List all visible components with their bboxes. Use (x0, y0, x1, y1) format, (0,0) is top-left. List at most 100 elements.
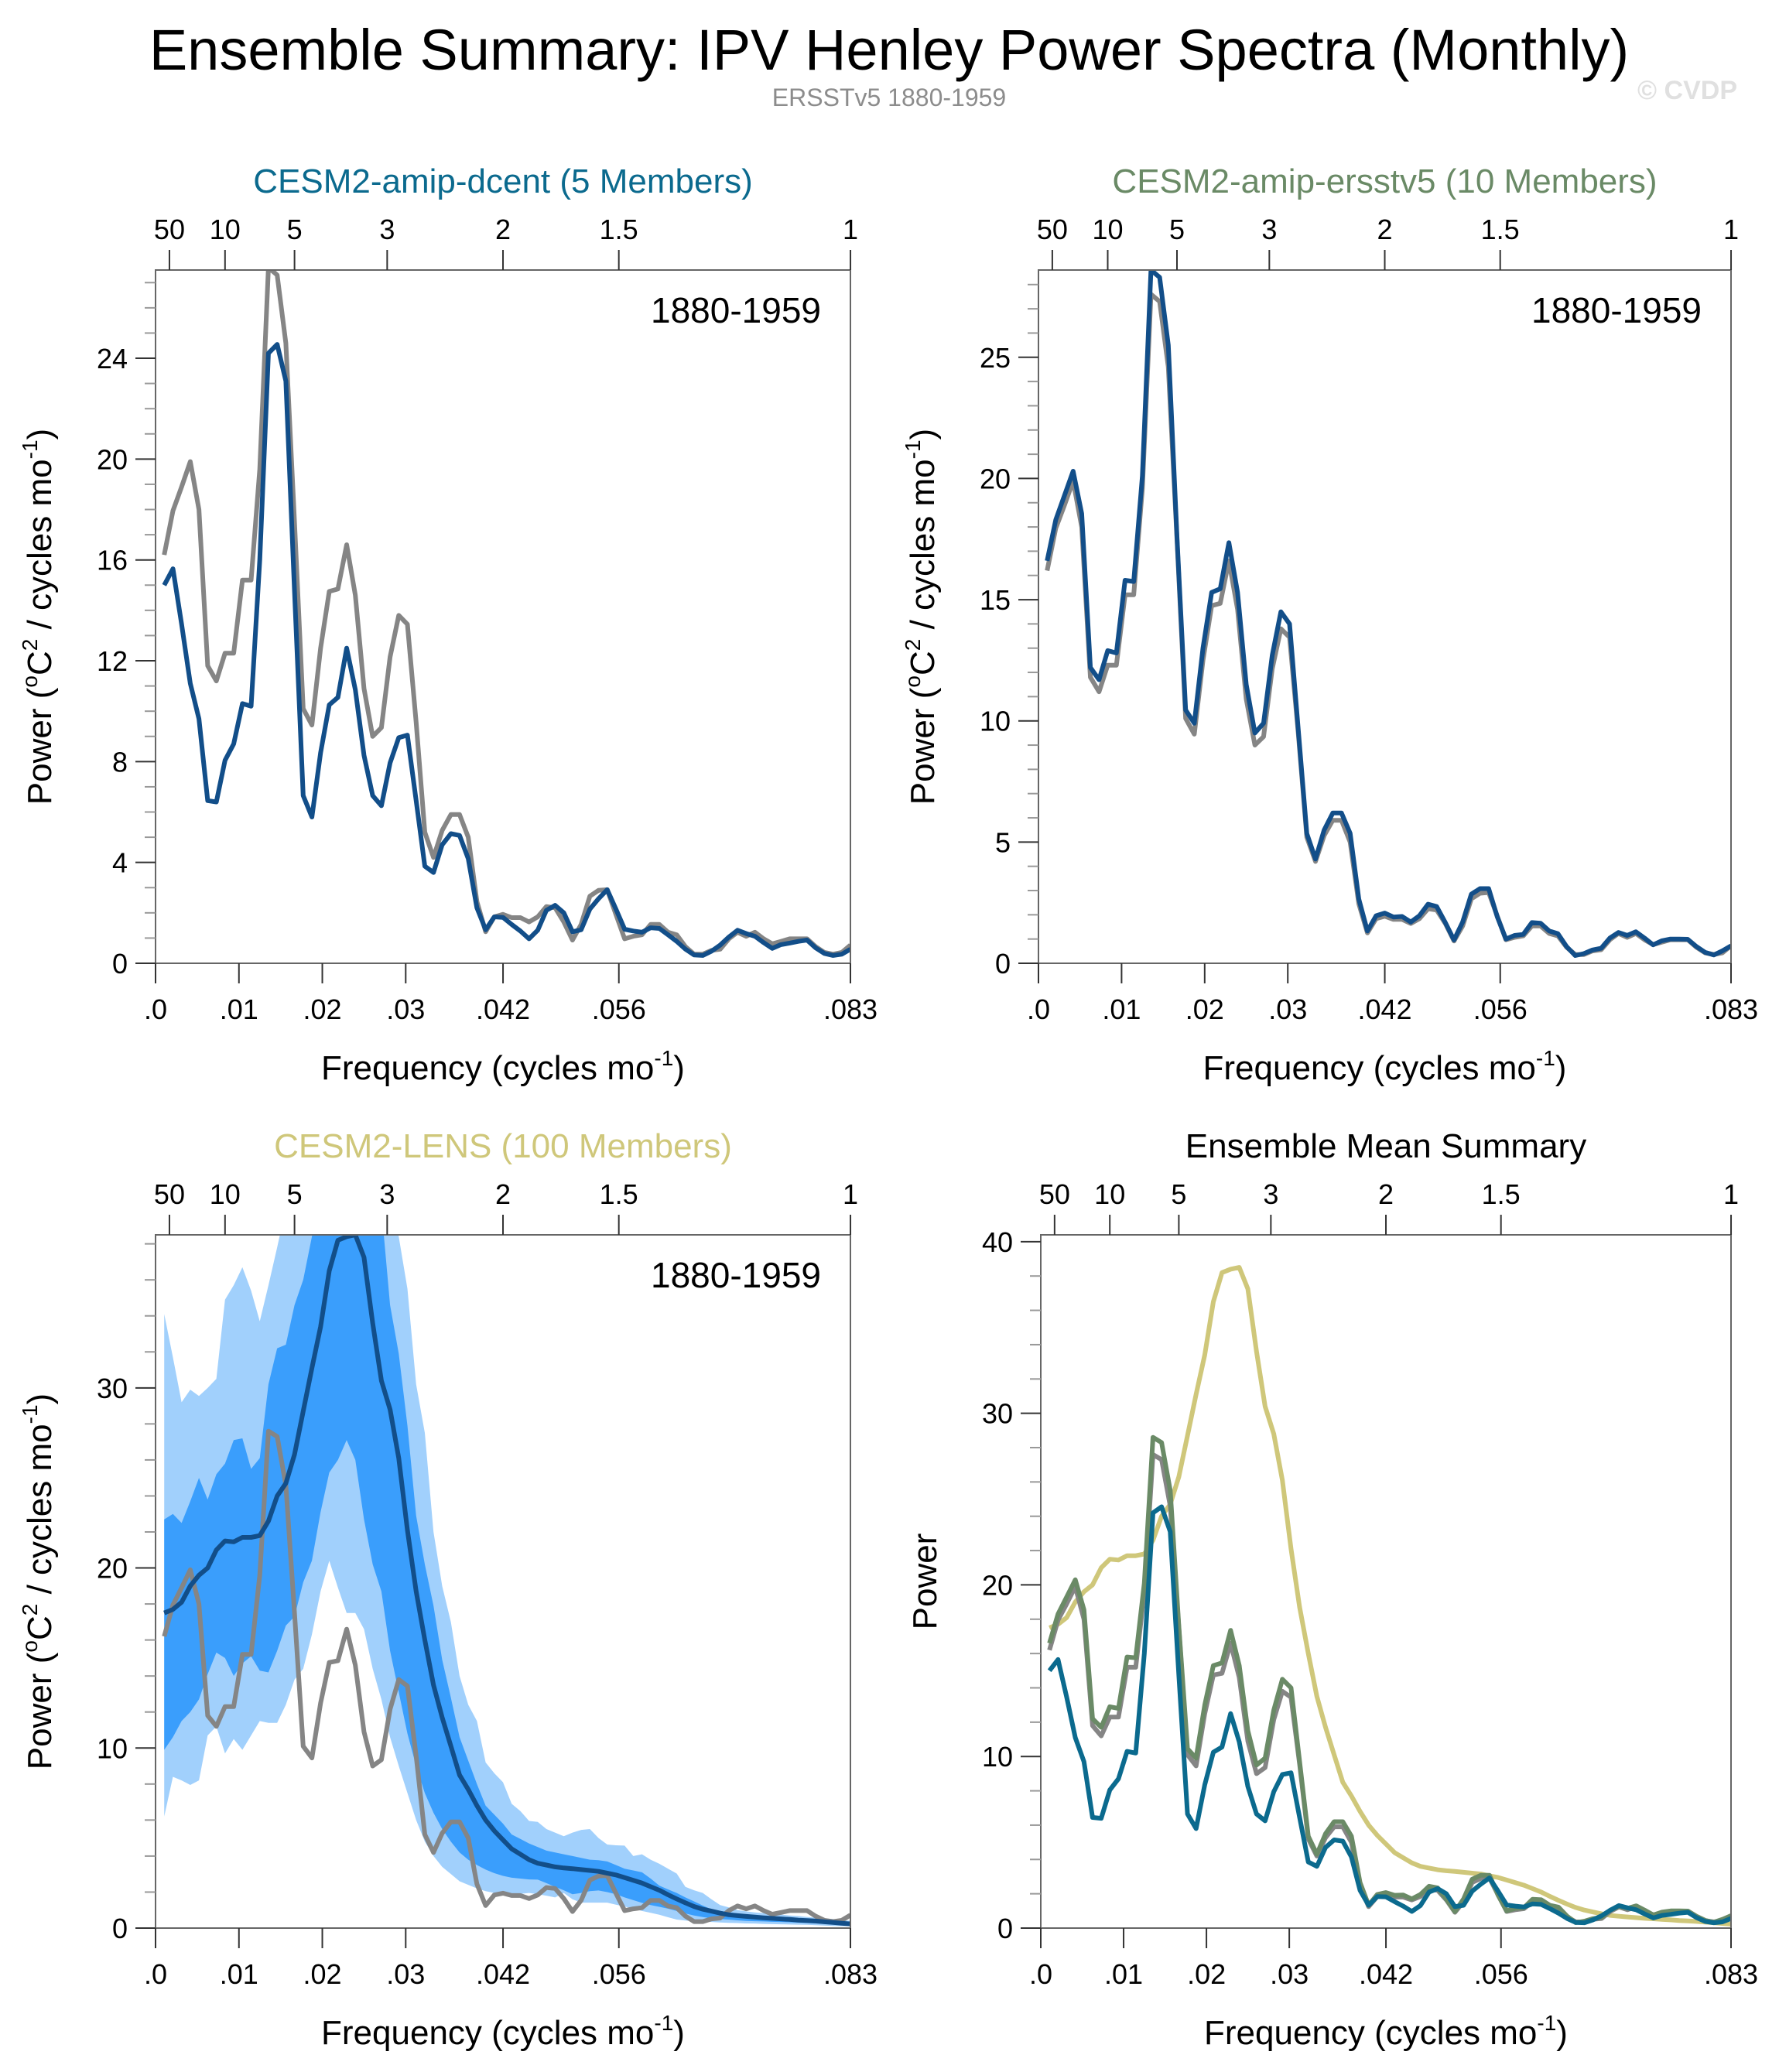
period-label: 1880-1959 (651, 1255, 821, 1295)
top-tick-label: 5 (1169, 214, 1185, 245)
panel-title: Ensemble Mean Summary (1185, 1127, 1586, 1165)
top-tick-label: 3 (1261, 214, 1277, 245)
x-tick-label: .083 (1704, 1958, 1758, 1990)
top-tick-label: 5 (287, 214, 303, 245)
panel-ersstv5: 0 5 10 15 20 25 .0 .01 .02 .03 .042 .056 .083 50 10 5 3 2… (901, 162, 1758, 1087)
y-tick-label: 10 (982, 1741, 1013, 1773)
top-tick-label: 3 (379, 214, 395, 245)
series-line-cesm2-amip-dcent-ensemble-mean (162, 342, 850, 958)
y-tick-label: 20 (97, 1553, 128, 1585)
y-tick-label: 0 (112, 1913, 128, 1944)
series-line-cesm2-amip-ersstv5-ensemble-mean (1045, 270, 1731, 958)
top-tick-label: 5 (1171, 1178, 1186, 1210)
top-tick-label: 10 (210, 214, 241, 245)
top-tick-label: 1 (1723, 1178, 1739, 1210)
y-axis-label: Power (oC2 / cycles mo-1) (18, 429, 59, 805)
plot-frame (1038, 269, 1732, 964)
top-tick-label: 10 (1094, 1178, 1125, 1210)
top-tick-label: 50 (154, 1178, 185, 1210)
x-tick-label: .083 (823, 993, 878, 1025)
panel-title: CESM2-amip-dcent (5 Members) (253, 162, 753, 200)
y-axis-label: Power (oC2 / cycles mo-1) (18, 1393, 59, 1769)
top-tick-label: 2 (1378, 1178, 1394, 1210)
top-tick-label: 1.5 (600, 214, 638, 245)
y-tick-label: 12 (97, 645, 128, 677)
panel-lens: 0 10 20 30 .0 .01 .02 .03 .042 .056 .083 50 10 5 3 2 1.5… (18, 1127, 878, 2052)
top-tick-label: 10 (210, 1178, 241, 1210)
x-tick-label: .0 (1027, 993, 1050, 1025)
y-tick-label: 4 (112, 847, 128, 879)
x-tick-label: .02 (1187, 1958, 1226, 1990)
top-tick-label: 1.5 (1481, 214, 1520, 245)
x-axis-label: Frequency (cycles mo-1) (1203, 1046, 1567, 1087)
top-tick-label: 3 (379, 1178, 395, 1210)
series-line-observations-ersstv5- (1045, 292, 1731, 957)
y-tick-label: 30 (97, 1373, 128, 1404)
x-tick-label: .03 (386, 1958, 425, 1990)
x-tick-label: .0 (144, 993, 167, 1025)
x-tick-label: .02 (1185, 993, 1224, 1025)
top-tick-label: 3 (1263, 1178, 1278, 1210)
x-tick-label: .083 (1704, 993, 1758, 1025)
series-line-cesm2-lens (1049, 1265, 1731, 1927)
x-tick-label: .0 (144, 1958, 167, 1990)
x-axis-label: Frequency (cycles mo-1) (1204, 2011, 1568, 2052)
x-tick-label: .083 (823, 1958, 878, 1990)
panel-summary: 0 10 20 30 40 .0 .01 .02 .03 .042 .056 .083 50 10 5 3 2 1… (906, 1127, 1758, 2052)
x-tick-label: .0 (1029, 1958, 1052, 1990)
plot-area (162, 1235, 850, 1927)
figure-subtitle: ERSSTv5 1880-1959 (772, 84, 1006, 111)
top-tick-label: 50 (1037, 214, 1068, 245)
panel-title: CESM2-LENS (100 Members) (274, 1127, 732, 1165)
x-tick-label: .042 (1358, 993, 1412, 1025)
x-tick-label: .056 (1474, 1958, 1528, 1990)
y-tick-label: 0 (995, 948, 1011, 980)
y-tick-label: 15 (980, 584, 1011, 616)
x-tick-label: .056 (592, 1958, 646, 1990)
band-inner (164, 1235, 850, 1926)
top-tick-label: 2 (495, 214, 511, 245)
y-axis-label: Power (906, 1533, 944, 1630)
x-tick-label: .02 (303, 1958, 342, 1990)
x-tick-label: .042 (476, 993, 530, 1025)
x-tick-label: .01 (1104, 1958, 1143, 1990)
x-tick-label: .042 (476, 1958, 530, 1990)
x-tick-label: .01 (220, 993, 258, 1025)
x-tick-label: .03 (1268, 993, 1307, 1025)
x-axis-label: Frequency (cycles mo-1) (321, 1046, 685, 1087)
watermark: © CVDP (1637, 76, 1737, 105)
plot-frame (155, 269, 851, 964)
top-tick-label: 1 (843, 214, 858, 245)
x-tick-label: .01 (1102, 993, 1141, 1025)
period-label: 1880-1959 (1531, 290, 1702, 330)
y-tick-label: 40 (982, 1226, 1013, 1258)
plot-area (1047, 1265, 1731, 1927)
y-tick-label: 24 (97, 343, 128, 374)
top-tick-label: 50 (1039, 1178, 1070, 1210)
y-tick-label: 20 (980, 463, 1011, 494)
y-tick-label: 20 (982, 1569, 1013, 1601)
top-tick-label: 1 (843, 1178, 858, 1210)
top-tick-label: 1.5 (600, 1178, 638, 1210)
y-tick-label: 20 (97, 443, 128, 475)
top-tick-label: 5 (287, 1178, 303, 1210)
x-tick-label: .03 (386, 993, 425, 1025)
x-tick-label: .056 (1473, 993, 1528, 1025)
top-tick-label: 2 (1377, 214, 1393, 245)
plot-area (1045, 270, 1731, 958)
top-tick-label: 1.5 (1482, 1178, 1521, 1210)
top-tick-label: 10 (1092, 214, 1123, 245)
y-tick-label: 30 (982, 1398, 1013, 1430)
y-axis-label: Power (oC2 / cycles mo-1) (901, 429, 942, 805)
top-tick-label: 1 (1723, 214, 1739, 245)
y-tick-label: 25 (980, 342, 1011, 374)
series-line-cesm2-lens-ensemble-mean (163, 1235, 850, 1927)
period-label: 1880-1959 (651, 290, 821, 330)
y-tick-label: 16 (97, 545, 128, 576)
y-tick-label: 5 (995, 826, 1011, 858)
x-tick-label: .042 (1359, 1958, 1413, 1990)
y-tick-label: 8 (112, 746, 128, 778)
